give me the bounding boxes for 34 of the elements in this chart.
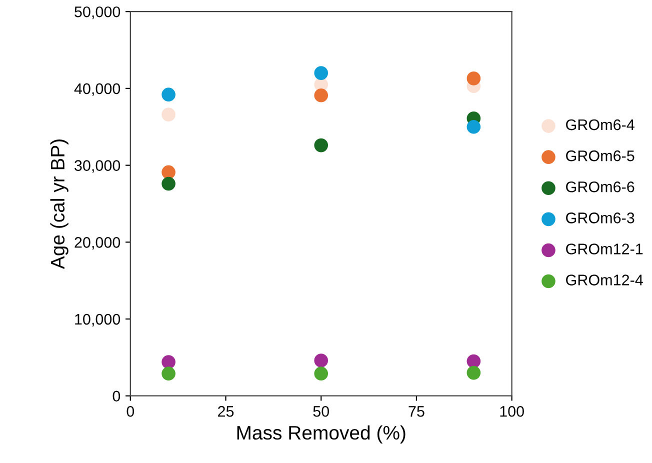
point xyxy=(466,72,481,86)
legend-label: GROm12-4 xyxy=(566,274,643,286)
point xyxy=(162,108,176,122)
point xyxy=(466,366,481,380)
legend-label: GROm6-6 xyxy=(566,181,634,192)
point xyxy=(314,88,328,102)
y-tick-label: 20,000 xyxy=(74,237,120,250)
x-axis-title: Mass Removed (%) xyxy=(237,425,406,444)
point xyxy=(162,88,176,102)
x-tick-label: 75 xyxy=(408,406,424,417)
point xyxy=(314,138,328,152)
point xyxy=(162,355,176,369)
y-tick-label: 30,000 xyxy=(74,160,120,173)
point xyxy=(314,366,328,380)
x-tick-label: 50 xyxy=(313,406,330,417)
y-tick-label: 0 xyxy=(112,390,120,402)
legend-label: GROm6-4 xyxy=(566,119,634,130)
point xyxy=(162,366,176,380)
point xyxy=(162,176,176,191)
legend-label: GROm6-3 xyxy=(566,212,634,224)
point xyxy=(466,354,481,368)
point xyxy=(314,66,328,80)
y-axis-title: Age (cal yr BP) xyxy=(50,140,68,270)
y-tick-label: 50,000 xyxy=(74,6,120,20)
legend-label: GROm12-1 xyxy=(566,244,643,254)
x-tick-label: 100 xyxy=(500,406,524,417)
legend-label: GROm6-5 xyxy=(566,150,634,162)
point xyxy=(162,165,176,180)
x-tick-label: 25 xyxy=(218,406,234,417)
y-tick-label: 40,000 xyxy=(74,83,120,96)
point xyxy=(314,354,328,368)
y-tick-label: 10,000 xyxy=(75,314,120,326)
x-tick-label: 0 xyxy=(126,406,134,417)
point xyxy=(466,120,481,134)
